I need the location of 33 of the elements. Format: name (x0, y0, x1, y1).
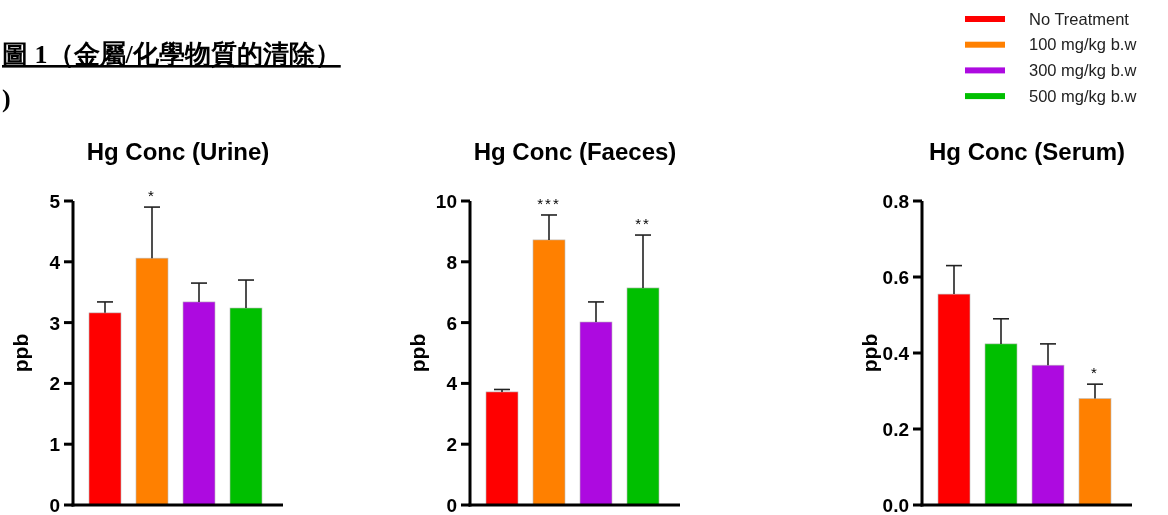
y-tick-label: 6 (446, 312, 457, 334)
text: ) (2, 84, 11, 113)
y-tick-label: 0 (446, 495, 457, 515)
chart-title: Hg Conc (Urine) (86, 138, 270, 165)
chart-title: Hg Conc (Serum) (928, 138, 1126, 165)
y-tick-label: 0.2 (882, 419, 909, 440)
y-tick-label: 0.4 (882, 343, 910, 364)
y-axis-title: ppb (9, 333, 32, 373)
y-tick-label: 0 (49, 495, 60, 515)
chart-title: Hg Conc (Faeces) (473, 138, 677, 165)
y-tick-label: 2 (49, 373, 60, 395)
y-axis-title: ppb (858, 333, 881, 373)
legend-label: 100 mg/kg b.w (1029, 35, 1137, 54)
legend-label: No Treatment (1029, 9, 1130, 28)
legend-label: 500 mg/kg b.w (1029, 86, 1137, 105)
y-tick-label: 4 (446, 373, 458, 395)
y-tick-label: 0.8 (882, 191, 909, 212)
y-tick-label: 4 (49, 251, 61, 273)
y-tick-label: 0.6 (882, 267, 909, 288)
y-tick-label: 0.0 (882, 495, 909, 515)
y-tick-label: 3 (49, 312, 60, 334)
annotation: * (148, 187, 156, 205)
y-tick-label: 5 (49, 191, 61, 212)
y-axis-title: ppb (406, 333, 429, 373)
y-tick-label: 2 (446, 434, 457, 456)
annotation: ** (635, 215, 651, 233)
annotation: * (1091, 364, 1099, 382)
legend-label: 300 mg/kg b.w (1029, 60, 1137, 79)
annotation: *** (537, 194, 561, 212)
y-tick-label: 10 (435, 191, 457, 212)
y-tick-label: 1 (49, 434, 61, 456)
caption: 圖 1（金屬/化學物質的清除） (2, 40, 341, 69)
y-tick-label: 8 (446, 251, 457, 273)
